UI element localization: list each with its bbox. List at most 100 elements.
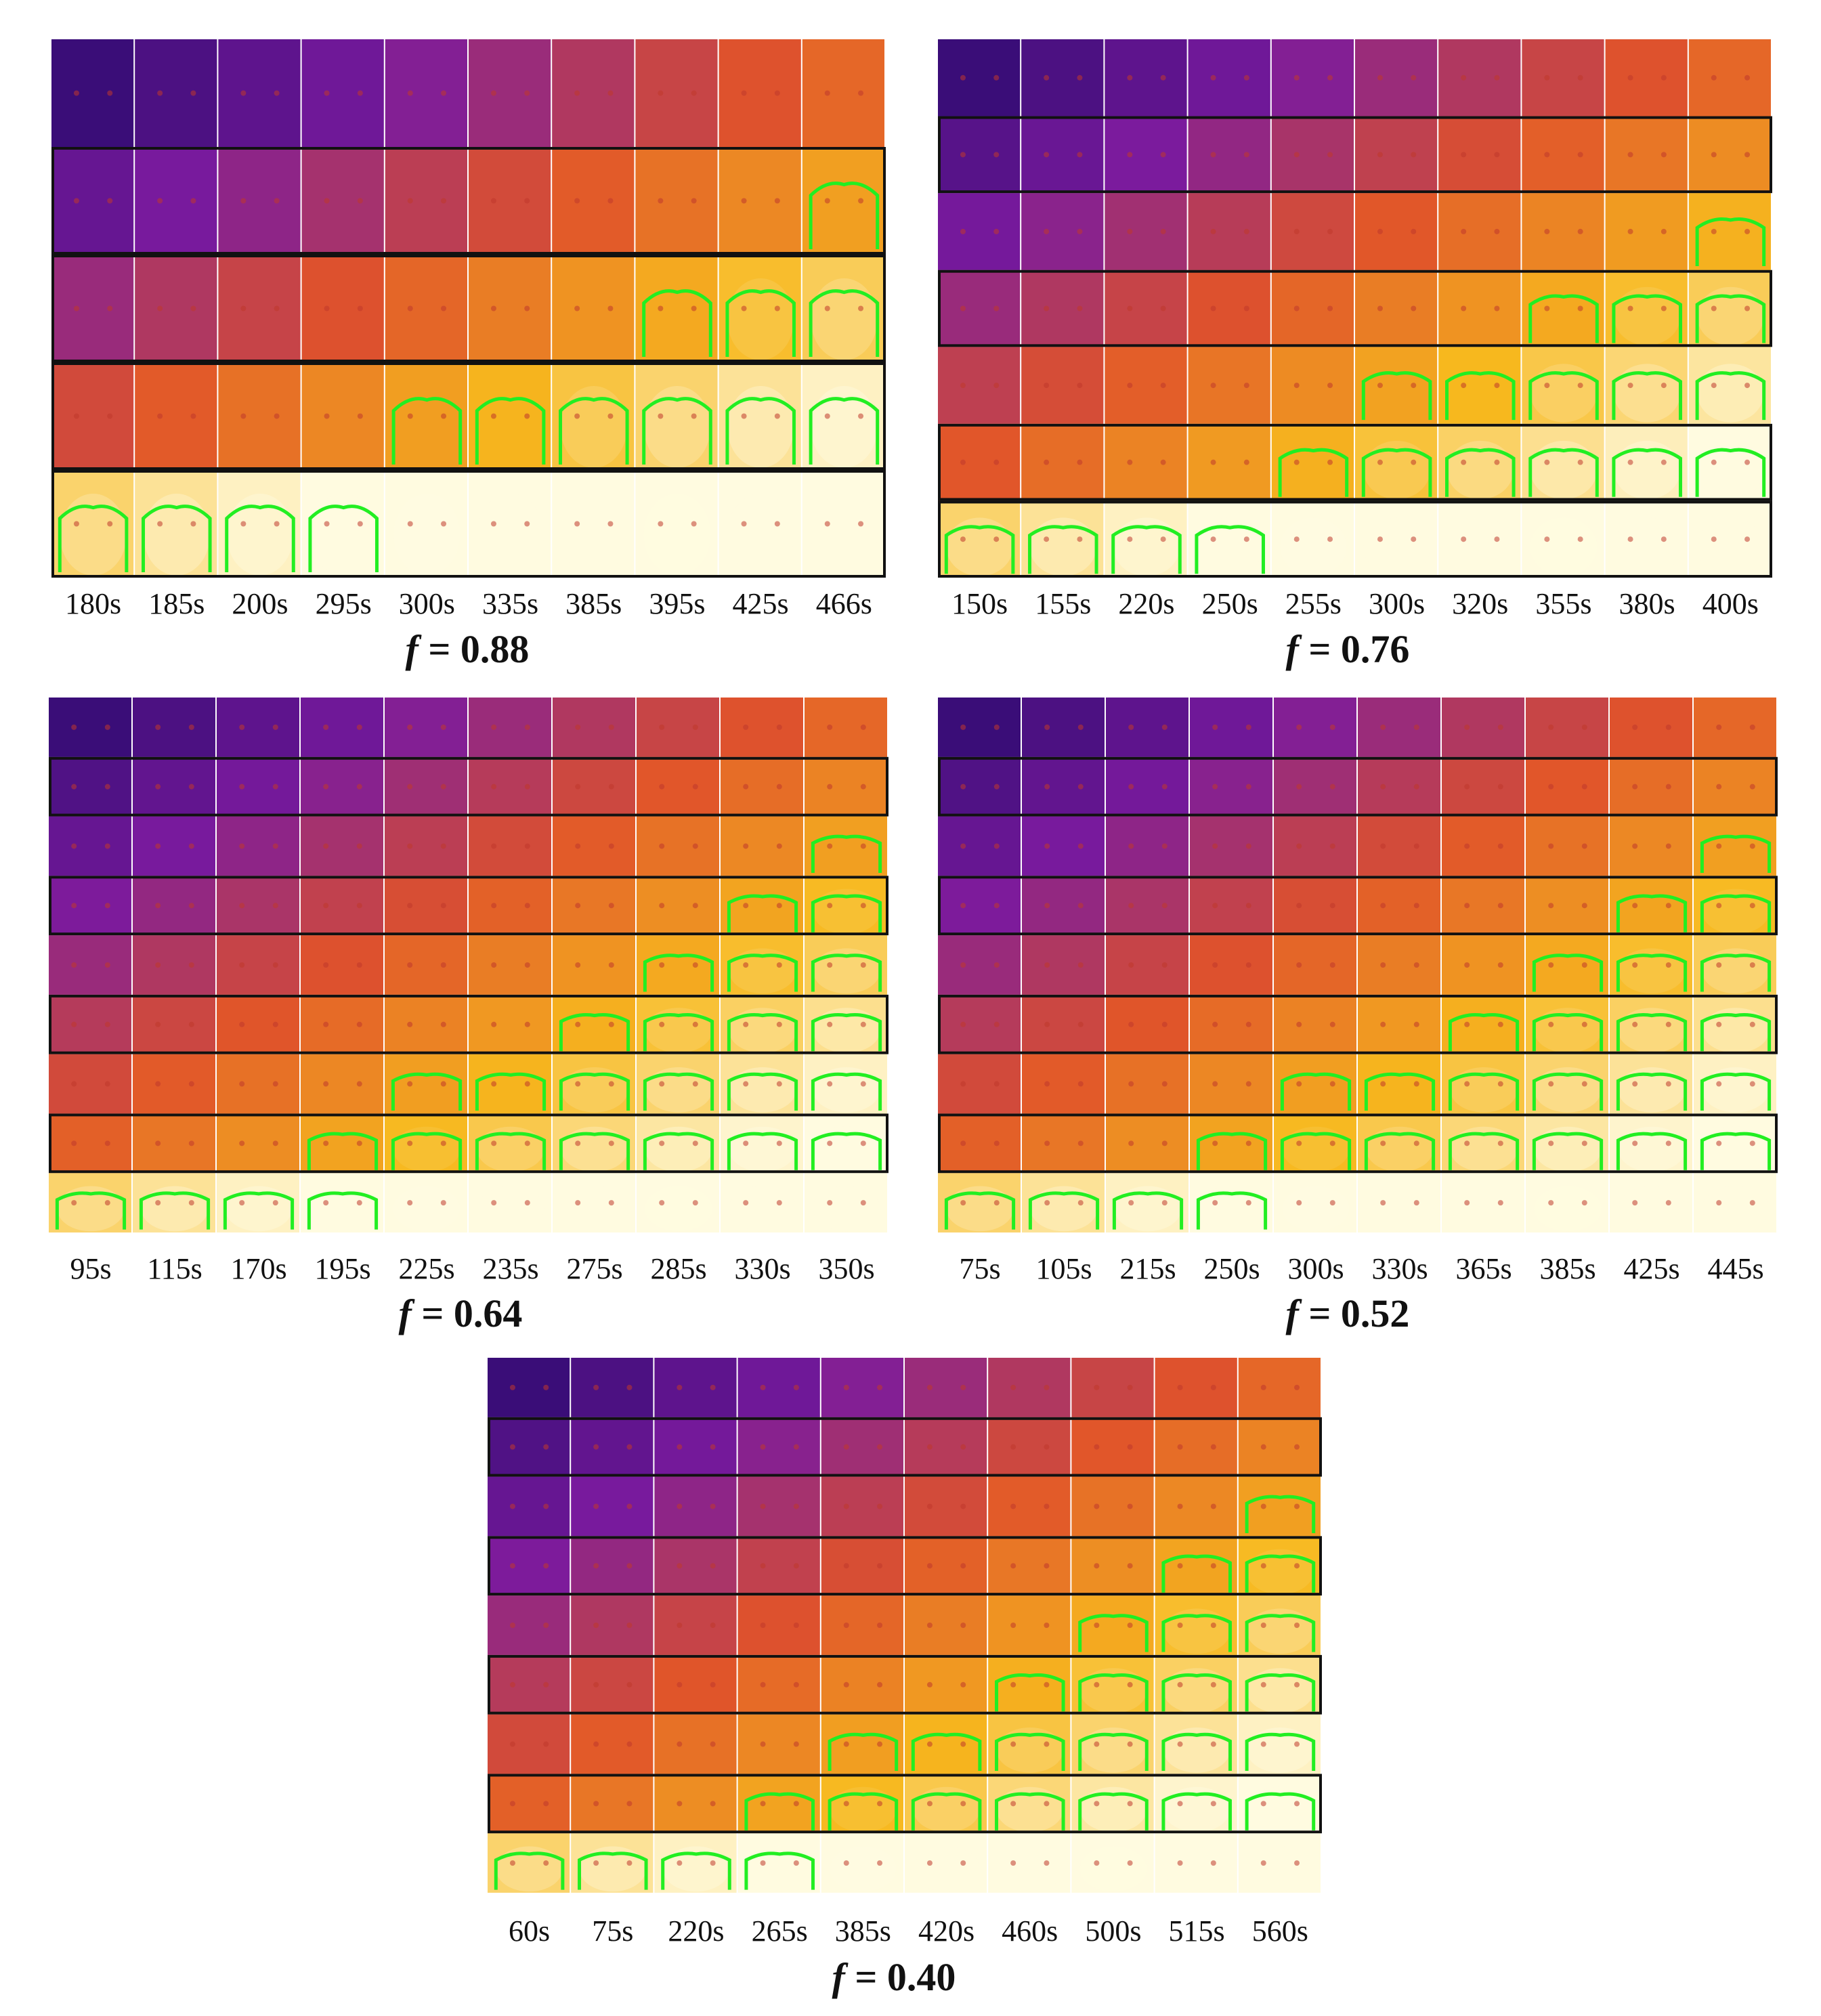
sensor-dot (993, 152, 1000, 158)
hot-core (1280, 517, 1347, 576)
sensor-dot (574, 521, 580, 527)
sensor-dot (1044, 843, 1050, 849)
thermal-cell (805, 1054, 887, 1114)
thermal-cell (1155, 1417, 1237, 1477)
sensor-dot (1243, 228, 1249, 234)
thermal-cell (552, 362, 635, 470)
sensor-dot (1711, 305, 1717, 312)
sensor-dot (157, 521, 163, 527)
thermal-cell (553, 1054, 635, 1114)
thermal-cell (385, 816, 467, 876)
sensor-dot (1294, 1503, 1300, 1509)
flame-front-contour (1700, 834, 1772, 873)
sensor-dot (1544, 228, 1550, 234)
thermal-cell (553, 698, 635, 757)
hot-core (729, 948, 796, 994)
sensor-dot (1127, 1503, 1133, 1509)
thermal-cell (905, 1358, 987, 1417)
sensor-dot (509, 1741, 515, 1747)
sensor-dot (1177, 1444, 1183, 1450)
hot-core (1029, 517, 1097, 576)
thermal-cell (1188, 270, 1270, 347)
sensor-dot (509, 1563, 515, 1569)
sensor-dot (1581, 962, 1587, 968)
time-labels: 180s 185s 200s 295s 300s 335s 385s 395s 425s 466s (51, 586, 886, 621)
f-value: = 0.52 (1308, 1291, 1410, 1335)
sensor-dot (926, 1860, 933, 1866)
sensor-dot (626, 1444, 633, 1450)
sensor-dot (1260, 1741, 1266, 1747)
sensor-dot (743, 1140, 749, 1146)
sensor-dot (1494, 383, 1500, 389)
sensor-dot (1665, 1200, 1671, 1206)
sensor-dot (1377, 74, 1383, 81)
time-label: 250s (1203, 1252, 1260, 1285)
sensor-dot (1711, 74, 1717, 81)
hot-core (643, 385, 711, 468)
sensor-dot (993, 784, 1000, 790)
hot-core (1163, 1668, 1230, 1713)
sensor-dot (1744, 228, 1751, 234)
thermal-cell (571, 1417, 654, 1477)
thermal-cell (905, 1595, 987, 1655)
thermal-cell (1688, 347, 1771, 424)
thermal-cell (488, 1476, 570, 1537)
thermal-cell (805, 698, 887, 757)
sensor-dot (1749, 962, 1755, 968)
thermal-cell (654, 1595, 737, 1655)
thermal-cell (488, 1714, 570, 1774)
sensor-dot (1632, 724, 1638, 730)
sensor-dot (509, 1503, 515, 1509)
thermal-cell (654, 1476, 737, 1537)
sensor-dot (543, 1741, 549, 1747)
sensor-dot (1627, 383, 1633, 389)
thermal-cell (1688, 423, 1771, 501)
thermal-cell (988, 1536, 1071, 1596)
sensor-dot (71, 1081, 77, 1087)
sensor-dot (692, 1140, 698, 1146)
flame-front-contour (1195, 525, 1265, 574)
thermal-cell (1271, 39, 1354, 116)
thermal-cell (737, 1417, 820, 1477)
sensor-dot (272, 843, 278, 849)
thermal-cell (1442, 698, 1524, 757)
thermal-cell (385, 994, 467, 1054)
sensor-dot (1497, 843, 1503, 849)
hot-core (141, 1186, 209, 1232)
thermal-cell (135, 470, 217, 578)
sensor-dot (1411, 536, 1417, 542)
thermal-cell (1155, 1476, 1237, 1537)
sensor-dot (1177, 1563, 1183, 1569)
sensor-dot (1245, 962, 1251, 968)
sensor-dot (240, 521, 247, 527)
time-label: 560s (1251, 1914, 1308, 1948)
f-value-label: f = 0.52 (1219, 1291, 1476, 1336)
thermal-cell (1522, 423, 1604, 501)
sensor-dot (575, 903, 581, 909)
sensor-dot (1293, 459, 1300, 465)
sensor-dot (155, 1200, 161, 1206)
sensor-dot (356, 1021, 362, 1027)
f-value: = 0.88 (428, 627, 530, 671)
sensor-dot (73, 305, 79, 312)
sensor-dot (593, 1384, 599, 1390)
flame-front-contour (1532, 1013, 1604, 1052)
thermal-cell (135, 147, 217, 255)
sensor-dot (1294, 1623, 1300, 1628)
sensor-dot (858, 90, 864, 96)
thermal-cell (1355, 193, 1438, 270)
flame-front-contour (1245, 1673, 1316, 1712)
sensor-dot (272, 1200, 278, 1206)
sensor-dot (543, 1444, 549, 1450)
sensor-dot (926, 1741, 933, 1747)
hot-core (143, 493, 211, 576)
sensor-dot (760, 1860, 766, 1866)
thermal-cell (1106, 935, 1188, 995)
sensor-dot (960, 903, 966, 909)
sensor-dot (960, 383, 966, 389)
flame-front-contour (725, 397, 796, 465)
sensor-dot (1044, 1801, 1050, 1807)
hot-core (1363, 440, 1430, 500)
thermal-cell (637, 876, 719, 936)
sensor-dot (860, 903, 866, 909)
